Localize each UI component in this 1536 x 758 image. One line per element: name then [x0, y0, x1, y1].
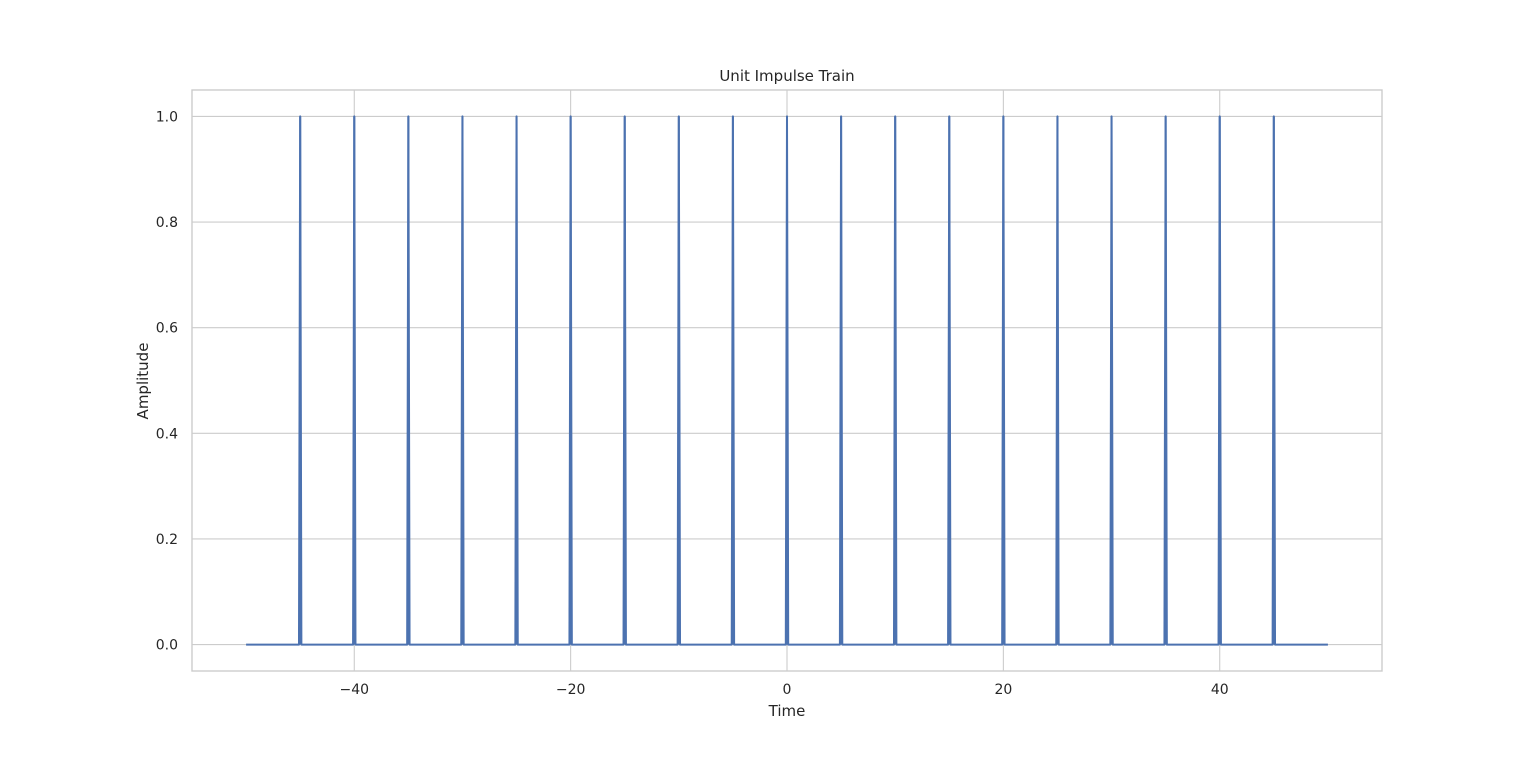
x-axis-label: Time: [768, 702, 806, 720]
y-tick-label-5: 1.0: [156, 109, 178, 125]
y-tick-label-4: 0.8: [156, 215, 178, 231]
x-tick-label-3: 20: [994, 682, 1012, 698]
plot-frame: [191, 89, 1383, 672]
y-tick-label-2: 0.4: [156, 426, 178, 442]
chart-title: Unit Impulse Train: [719, 67, 854, 85]
x-tick-label-0: −40: [339, 682, 369, 698]
data-series: [246, 115, 1328, 646]
y-tick-label-1: 0.2: [156, 532, 178, 548]
axes-frame: [191, 89, 1383, 672]
y-axis-label: Amplitude: [134, 343, 152, 420]
x-tick-label-2: 0: [783, 682, 792, 698]
y-tick-label-0: 0.0: [156, 638, 178, 654]
tick-labels: −40 −20 0 20 40 0.0 0.2 0.4 0.6 0.8 1.0: [156, 109, 1229, 698]
x-tick-label-1: −20: [556, 682, 586, 698]
x-tick-label-4: 40: [1211, 682, 1229, 698]
impulse-series-line: [246, 115, 1328, 646]
y-tick-label-3: 0.6: [156, 321, 178, 337]
